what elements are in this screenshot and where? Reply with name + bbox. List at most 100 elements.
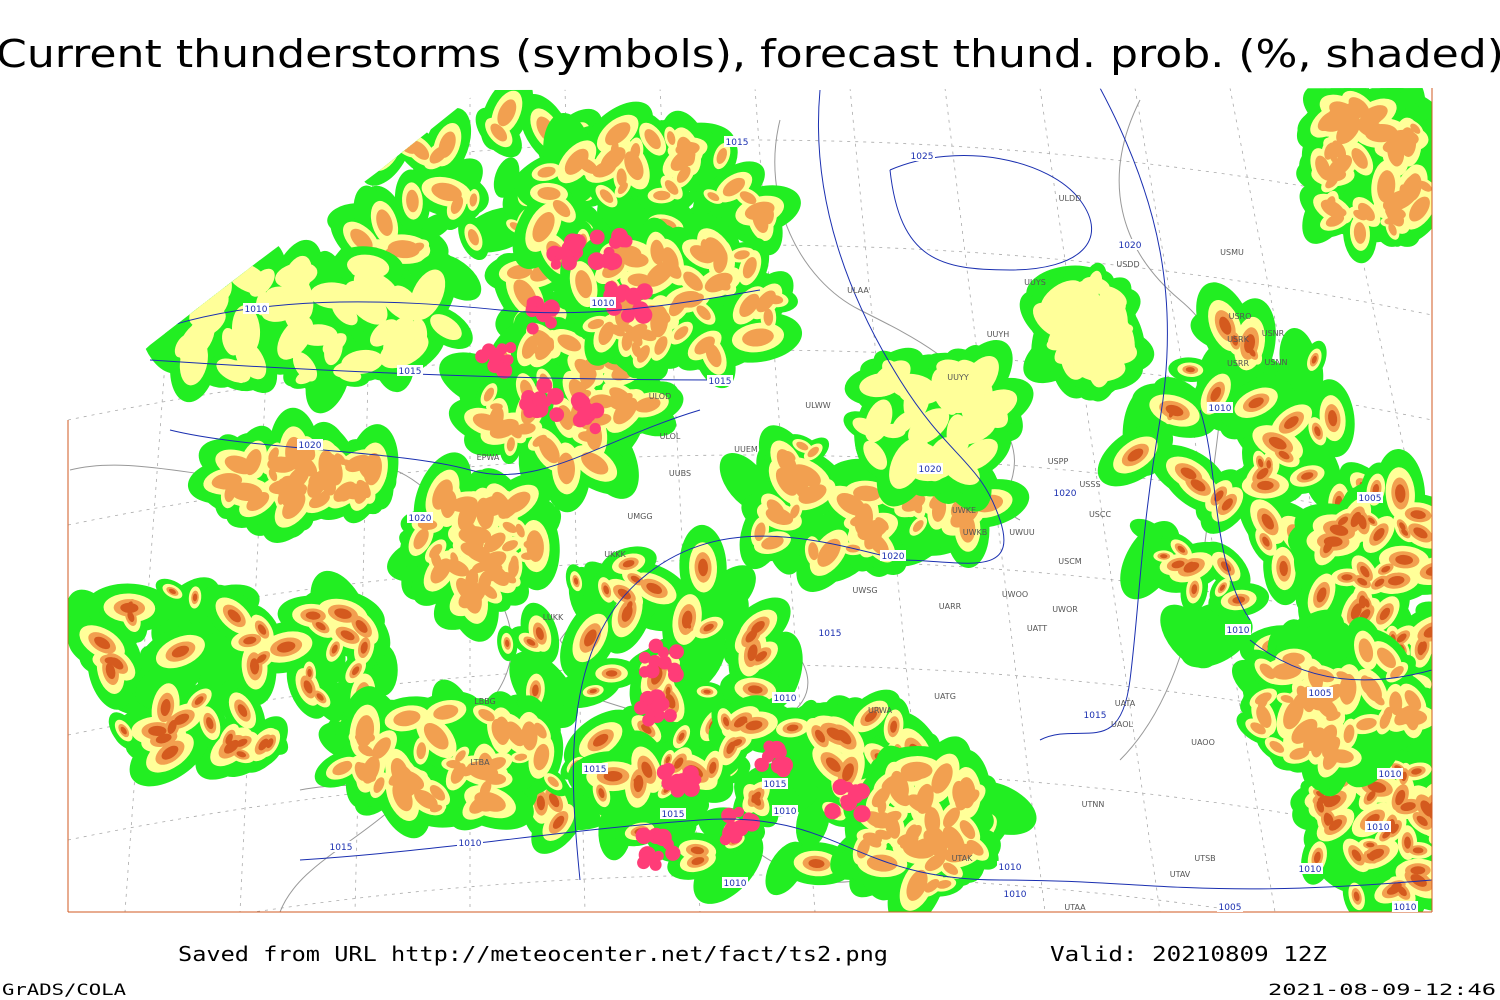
isobar-label: 1015	[726, 138, 749, 148]
probability-shade	[360, 641, 368, 654]
probability-shade	[579, 368, 590, 387]
probability-shade	[307, 668, 312, 677]
probability-shade	[350, 228, 373, 251]
storm-symbol	[732, 819, 749, 837]
isobar-label: 1010	[1004, 890, 1027, 900]
probability-shade	[227, 609, 241, 623]
probability-shade	[1436, 829, 1466, 856]
station-label: UATG	[934, 692, 956, 701]
probability-shade	[716, 147, 728, 165]
storm-symbol	[547, 387, 564, 405]
probability-shade	[438, 131, 456, 158]
storm-symbol	[665, 845, 681, 861]
isobar-label: 1005	[1309, 689, 1332, 699]
storm-symbol	[505, 342, 517, 354]
storm-symbol	[526, 322, 539, 335]
station-label: UMGG	[627, 512, 652, 521]
storm-symbol	[669, 644, 684, 660]
station-label: ULDD	[1059, 194, 1082, 203]
probability-shade	[352, 666, 360, 676]
probability-shade	[467, 228, 479, 246]
station-label: USNN	[1265, 358, 1288, 367]
isobar-label: 1010	[774, 694, 797, 704]
isobar-label: 1015	[399, 367, 422, 377]
probability-shade	[581, 452, 609, 475]
isobar-label: 1015	[819, 629, 842, 639]
probability-shade	[1429, 797, 1464, 838]
probability-shade	[644, 129, 661, 150]
isobar-label: 1010	[245, 305, 268, 315]
probability-shade	[104, 657, 118, 665]
probability-shade	[535, 337, 555, 360]
isobar-label: 1010	[999, 863, 1022, 873]
source-url: Saved from URL http://meteocenter.net/fa…	[178, 942, 888, 966]
probability-shade	[617, 182, 628, 195]
probability-shade	[664, 180, 679, 195]
storm-symbol	[763, 740, 776, 753]
station-label: ULAA	[847, 286, 869, 295]
probability-shade	[532, 212, 555, 243]
probability-shade	[206, 717, 214, 730]
probability-shade	[305, 611, 321, 620]
probability-shade	[148, 725, 167, 736]
isobar-label: 1010	[1209, 404, 1232, 414]
probability-shade	[675, 141, 700, 156]
probability-shade	[120, 602, 139, 613]
probability-shade	[387, 240, 420, 259]
storm-symbol	[824, 802, 841, 820]
storm-symbol	[733, 806, 745, 818]
probability-shade	[266, 738, 274, 749]
storm-symbol	[661, 762, 675, 776]
station-label: UARR	[939, 602, 962, 611]
meridian	[944, 88, 1046, 912]
probability-shade	[537, 187, 561, 200]
probability-shade	[552, 199, 571, 218]
probability-shade	[1436, 805, 1457, 830]
storm-symbol	[620, 308, 636, 323]
storm-symbol	[589, 229, 605, 245]
station-label: ULWW	[805, 401, 830, 410]
isobar-label: 1010	[1367, 823, 1390, 833]
probability-shade	[408, 242, 425, 254]
storm-symbol	[657, 655, 672, 670]
station-label: UAOO	[1191, 738, 1215, 747]
probability-shade	[276, 641, 296, 653]
station-label: UTAK	[952, 854, 974, 863]
isobar-label: 1005	[1359, 494, 1382, 504]
storm-symbol	[487, 347, 503, 363]
probability-shade	[192, 593, 198, 602]
storm-symbol	[840, 795, 851, 806]
probability-shade	[483, 387, 495, 402]
isobar-label: 1025	[911, 152, 934, 162]
probability-shade	[173, 713, 190, 725]
isobar-label: 1010	[1394, 903, 1417, 913]
station-label: UTNN	[1082, 800, 1105, 809]
station-label: UWKB	[963, 528, 988, 537]
station-label: UWSG	[852, 586, 877, 595]
probability-shade	[1442, 835, 1460, 851]
probability-shade	[355, 620, 368, 633]
storm-symbol	[853, 783, 870, 800]
storm-symbol	[633, 700, 649, 715]
probability-shade	[558, 405, 572, 419]
station-label: UUEM	[734, 445, 758, 454]
storm-symbol	[611, 227, 629, 245]
probability-shade	[303, 680, 313, 694]
storm-symbol	[568, 238, 584, 254]
storm-symbol	[638, 651, 651, 664]
station-label: UWUU	[1009, 528, 1035, 537]
storm-symbol	[642, 713, 656, 727]
probability-shade	[315, 622, 326, 631]
storm-symbol	[853, 805, 871, 823]
storm-symbol	[549, 407, 565, 423]
isobar-label: 1020	[882, 552, 905, 562]
isobar-label: 1005	[1219, 903, 1242, 913]
storm-symbol	[589, 422, 601, 435]
isobar-label: 1010	[1227, 626, 1250, 636]
storm-symbol	[576, 407, 591, 422]
probability-shade	[171, 645, 190, 658]
isobar-label: 1015	[1084, 711, 1107, 721]
probability-shade	[490, 123, 508, 142]
probability-shade	[722, 177, 746, 197]
